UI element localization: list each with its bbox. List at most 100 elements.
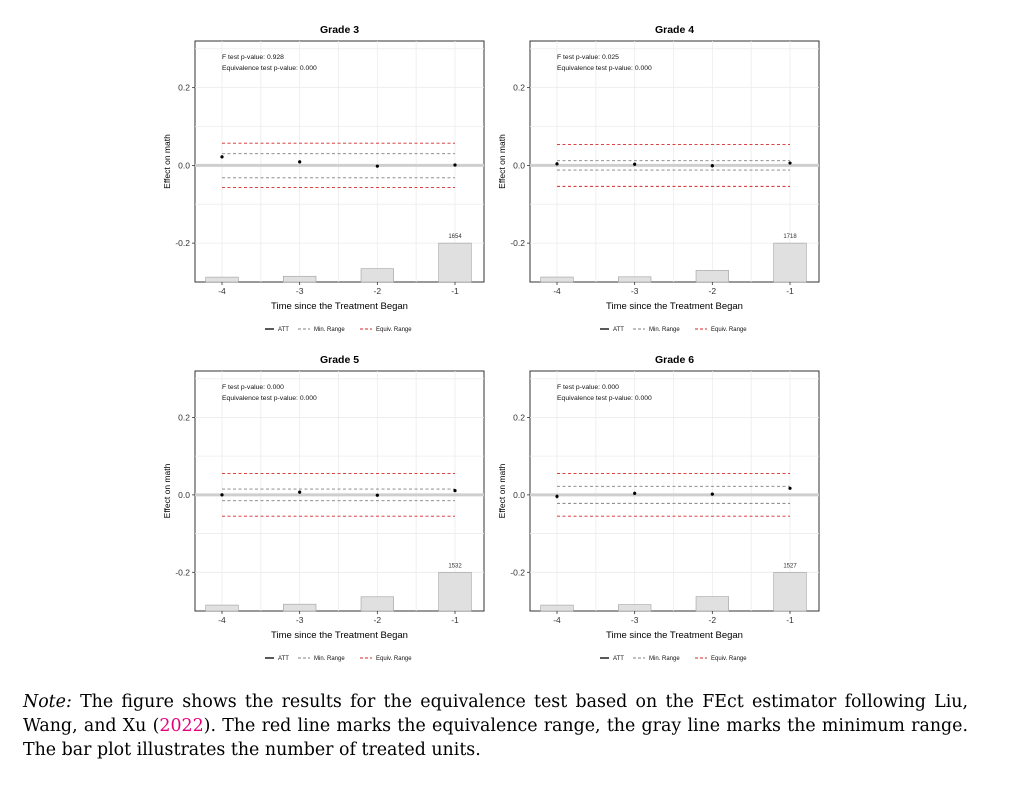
y-axis-label: Effect on math: [497, 134, 507, 189]
x-tick-label: -3: [296, 615, 304, 625]
caption-text-part2: ). The red line marks the equivalence ra…: [23, 716, 968, 760]
figure-grid: 1654 F test p-value: 0.928 Equivalence tes…: [162, 24, 820, 662]
x-tick-label: -1: [786, 615, 794, 625]
att-point: [633, 162, 637, 166]
y-tick-label: -0.2: [175, 238, 190, 248]
att-point: [220, 155, 224, 159]
panel-title: Grade 4: [655, 24, 694, 36]
legend-label-att: ATT: [613, 656, 624, 662]
x-tick-label: -3: [631, 615, 639, 625]
x-tick-label: -1: [786, 286, 794, 296]
x-tick-label: -2: [374, 286, 382, 296]
x-tick-label: -4: [553, 286, 561, 296]
att-point: [710, 164, 714, 168]
bar-treated-units: [360, 268, 394, 283]
bar-treated-units: [618, 276, 652, 283]
bar-treated-units: [205, 276, 239, 283]
legend-label-min-range: Min. Range: [649, 656, 680, 662]
annotation-text: F test p-value: 0.000: [222, 384, 284, 391]
att-point: [453, 163, 457, 167]
figure-caption: Note: The figure shows the results for t…: [23, 690, 968, 762]
bar-count-label: 1718: [783, 234, 797, 240]
legend-label-equiv-range: Equiv. Range: [376, 656, 412, 662]
y-tick-label: -0.2: [510, 567, 525, 577]
panel-grade-4: 1718 F test p-value: 0.025 Equivalence tes…: [497, 24, 820, 333]
y-tick-label: 0.0: [178, 490, 190, 500]
panel-title: Grade 3: [320, 24, 359, 36]
att-point: [375, 493, 379, 497]
legend-label-equiv-range: Equiv. Range: [711, 327, 747, 333]
bar-treated-units: [283, 275, 317, 283]
bar-treated-units: [360, 596, 394, 612]
y-tick-label: -0.2: [510, 238, 525, 248]
att-point: [298, 160, 302, 164]
y-tick-label: 0.0: [178, 160, 190, 170]
bar-treated-units: [695, 270, 729, 283]
bar-treated-units: [205, 604, 239, 612]
x-axis-label: Time since the Treatment Began: [271, 630, 408, 641]
panel-border: [194, 370, 485, 612]
x-tick-label: -2: [709, 615, 717, 625]
legend-label-min-range: Min. Range: [649, 327, 680, 333]
x-tick-label: -4: [218, 286, 226, 296]
legend: ATT Min. Range Equiv. Range: [600, 327, 747, 333]
y-tick-label: 0.2: [178, 412, 190, 422]
legend-label-min-range: Min. Range: [314, 327, 345, 333]
x-tick-label: -2: [374, 615, 382, 625]
y-axis-label: Effect on math: [162, 463, 172, 518]
att-point: [298, 490, 302, 494]
annotation-text: Equivalence test p-value: 0.000: [557, 395, 652, 402]
panel-grade-5: 1532 F test p-value: 0.000 Equivalence tes…: [162, 354, 485, 662]
att-point: [220, 493, 224, 497]
att-point: [453, 489, 457, 493]
caption-citation-year[interactable]: 2022: [159, 716, 204, 736]
att-point: [375, 164, 379, 168]
annotation-text: Equivalence test p-value: 0.000: [222, 65, 317, 72]
y-axis-label: Effect on math: [497, 463, 507, 518]
y-tick-label: 0.2: [178, 83, 190, 93]
y-tick-label: 0.0: [513, 160, 525, 170]
legend: ATT Min. Range Equiv. Range: [600, 656, 747, 662]
y-tick-label: 0.0: [513, 490, 525, 500]
x-tick-label: -2: [709, 286, 717, 296]
panel-grade-3: 1654 F test p-value: 0.928 Equivalence tes…: [162, 24, 485, 333]
y-tick-label: -0.2: [175, 567, 190, 577]
x-tick-label: -4: [553, 615, 561, 625]
x-tick-label: -4: [218, 615, 226, 625]
annotation-text: Equivalence test p-value: 0.000: [557, 65, 652, 72]
caption-note-label: Note:: [23, 692, 72, 712]
caption-text-part1: The figure shows the results for the equ…: [23, 692, 968, 736]
x-tick-label: -3: [296, 286, 304, 296]
x-axis-label: Time since the Treatment Began: [606, 301, 743, 312]
panel-border: [529, 40, 820, 283]
panel-title: Grade 5: [320, 354, 359, 366]
att-point: [710, 492, 714, 496]
bar-treated-units: [438, 242, 472, 283]
att-point: [555, 494, 559, 499]
legend-label-att: ATT: [278, 656, 289, 662]
x-axis-label: Time since the Treatment Began: [271, 301, 408, 312]
y-axis-label: Effect on math: [162, 134, 172, 189]
legend-label-equiv-range: Equiv. Range: [376, 327, 412, 333]
panel-border: [194, 40, 485, 283]
bar-treated-units: [695, 596, 729, 612]
annotation-text: F test p-value: 0.025: [557, 54, 619, 61]
bar-treated-units: [773, 242, 807, 283]
legend-label-min-range: Min. Range: [314, 656, 345, 662]
att-point: [633, 491, 637, 495]
legend-label-equiv-range: Equiv. Range: [711, 656, 747, 662]
bar-treated-units: [540, 604, 574, 612]
panel-border: [529, 370, 820, 612]
bar-count-label: 1654: [448, 234, 462, 240]
legend: ATT Min. Range Equiv. Range: [265, 327, 412, 333]
panel-grade-6: 1527 F test p-value: 0.000 Equivalence tes…: [497, 354, 820, 662]
y-tick-label: 0.2: [513, 83, 525, 93]
att-point: [788, 486, 792, 490]
x-tick-label: -1: [451, 615, 459, 625]
x-tick-label: -1: [451, 286, 459, 296]
annotation-text: Equivalence test p-value: 0.000: [222, 395, 317, 402]
bar-treated-units: [540, 276, 574, 283]
y-tick-label: 0.2: [513, 412, 525, 422]
att-point: [555, 162, 559, 166]
legend-label-att: ATT: [278, 327, 289, 333]
